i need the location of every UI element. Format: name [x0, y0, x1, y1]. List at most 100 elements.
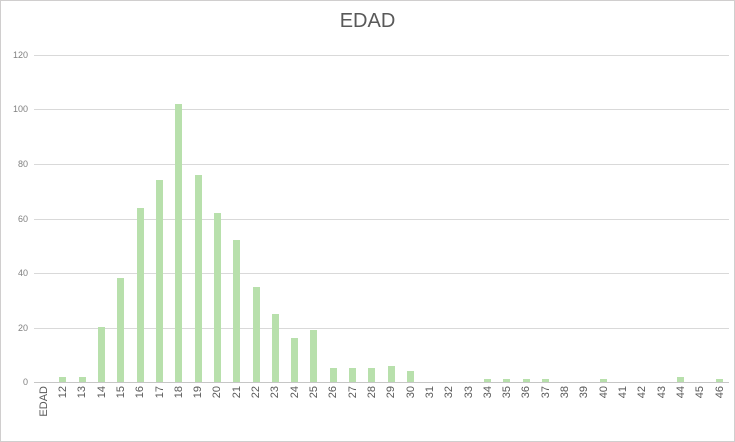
bar-27[interactable]	[349, 368, 357, 382]
x-tick-label: 29	[385, 386, 398, 399]
bar-20[interactable]	[213, 213, 221, 382]
x-tick-label: 20	[211, 386, 224, 399]
x-tick-label: 43	[655, 386, 668, 399]
bar-46[interactable]	[715, 379, 723, 382]
bar-30[interactable]	[406, 371, 414, 382]
x-axis-line	[34, 382, 729, 383]
x-slot: 22	[246, 386, 265, 441]
bar-19[interactable]	[194, 175, 202, 382]
bar-26[interactable]	[329, 368, 337, 382]
x-tick-label: 26	[327, 386, 340, 399]
x-tick-label: 45	[694, 386, 707, 399]
bar-35[interactable]	[503, 379, 511, 382]
bar-21[interactable]	[233, 240, 241, 382]
x-tick-label: 19	[192, 386, 205, 399]
x-tick-label: 18	[172, 386, 185, 399]
x-slot: 24	[285, 386, 304, 441]
x-slot: 16	[131, 386, 150, 441]
y-tick-label: 120	[12, 50, 28, 60]
x-tick-label: 46	[713, 386, 726, 399]
y-tick-label: 100	[12, 104, 28, 114]
x-slot: 43	[652, 386, 671, 441]
x-slot: 21	[227, 386, 246, 441]
x-slot: 40	[594, 386, 613, 441]
x-tick-label: 22	[250, 386, 263, 399]
x-tick-label: 27	[346, 386, 359, 399]
x-tick-label: 24	[288, 386, 301, 399]
x-slot: 15	[111, 386, 130, 441]
x-tick-label: 42	[636, 386, 649, 399]
x-slot: 14	[92, 386, 111, 441]
x-tick-label: 28	[365, 386, 378, 399]
x-slot: 44	[671, 386, 690, 441]
x-slot: 34	[478, 386, 497, 441]
x-tick-label: 30	[404, 386, 417, 399]
x-tick-label: 31	[423, 386, 436, 399]
x-slot: 32	[440, 386, 459, 441]
x-slot: 46	[710, 386, 729, 441]
bar-18[interactable]	[175, 104, 183, 382]
x-tick-label: 35	[501, 386, 514, 399]
gridline	[34, 55, 729, 56]
bar-14[interactable]	[98, 327, 106, 382]
x-slot: 39	[575, 386, 594, 441]
y-tick-label: 60	[17, 214, 28, 224]
bar-34[interactable]	[484, 379, 492, 382]
x-slot: 37	[536, 386, 555, 441]
x-tick-label: 34	[481, 386, 494, 399]
bar-25[interactable]	[310, 330, 318, 382]
x-slot: 23	[266, 386, 285, 441]
x-slot: 45	[691, 386, 710, 441]
y-tick-label: 40	[17, 268, 28, 278]
chart-title[interactable]: EDAD	[339, 10, 396, 32]
x-slot: 13	[73, 386, 92, 441]
bar-37[interactable]	[542, 379, 550, 382]
bar-13[interactable]	[78, 377, 86, 382]
y-axis: 0 20 40 60 80 100 120	[1, 50, 29, 387]
bar-12[interactable]	[59, 377, 67, 382]
x-slot: 35	[498, 386, 517, 441]
bar-28[interactable]	[368, 368, 376, 382]
x-tick-label: 14	[95, 386, 108, 399]
x-slot: 25	[304, 386, 323, 441]
x-slot: 28	[362, 386, 381, 441]
x-tick-label: 38	[559, 386, 572, 399]
x-slot: 20	[208, 386, 227, 441]
x-tick-label: 23	[269, 386, 282, 399]
x-tick-label: 16	[134, 386, 147, 399]
x-tick-label: 36	[520, 386, 533, 399]
bar-16[interactable]	[136, 208, 144, 382]
x-tick-label: 17	[153, 386, 166, 399]
x-tick-label: 13	[76, 386, 89, 399]
x-slot: 30	[401, 386, 420, 441]
x-tick-label: 33	[462, 386, 475, 399]
gridline	[34, 109, 729, 110]
plot-area	[34, 55, 729, 383]
bar-15[interactable]	[117, 278, 125, 382]
bar-24[interactable]	[291, 338, 299, 382]
bar-36[interactable]	[522, 379, 530, 382]
x-slot: 19	[189, 386, 208, 441]
x-tick-label: 44	[674, 386, 687, 399]
x-axis: EDAD 12 13 14 15 16 17 18 19 20 21 22 23 24 25 26 27 28 29…	[34, 386, 729, 441]
y-tick-label: 80	[17, 159, 28, 169]
bar-23[interactable]	[271, 314, 279, 382]
x-slot: 26	[324, 386, 343, 441]
bar-40[interactable]	[600, 379, 607, 382]
gridline	[34, 328, 729, 329]
x-tick-label: 15	[114, 386, 127, 399]
gridline	[34, 219, 729, 220]
y-tick-label: 20	[17, 323, 28, 333]
bar-29[interactable]	[387, 366, 395, 382]
x-tick-label: EDAD	[37, 386, 50, 417]
gridline	[34, 273, 729, 274]
x-tick-label: 40	[597, 386, 610, 399]
bar-44[interactable]	[677, 377, 685, 382]
bar-22[interactable]	[252, 287, 260, 382]
x-slot: 12	[53, 386, 72, 441]
x-slot: 17	[150, 386, 169, 441]
x-slot: 18	[169, 386, 188, 441]
bar-17[interactable]	[155, 180, 163, 382]
x-tick-label: 21	[230, 386, 243, 399]
